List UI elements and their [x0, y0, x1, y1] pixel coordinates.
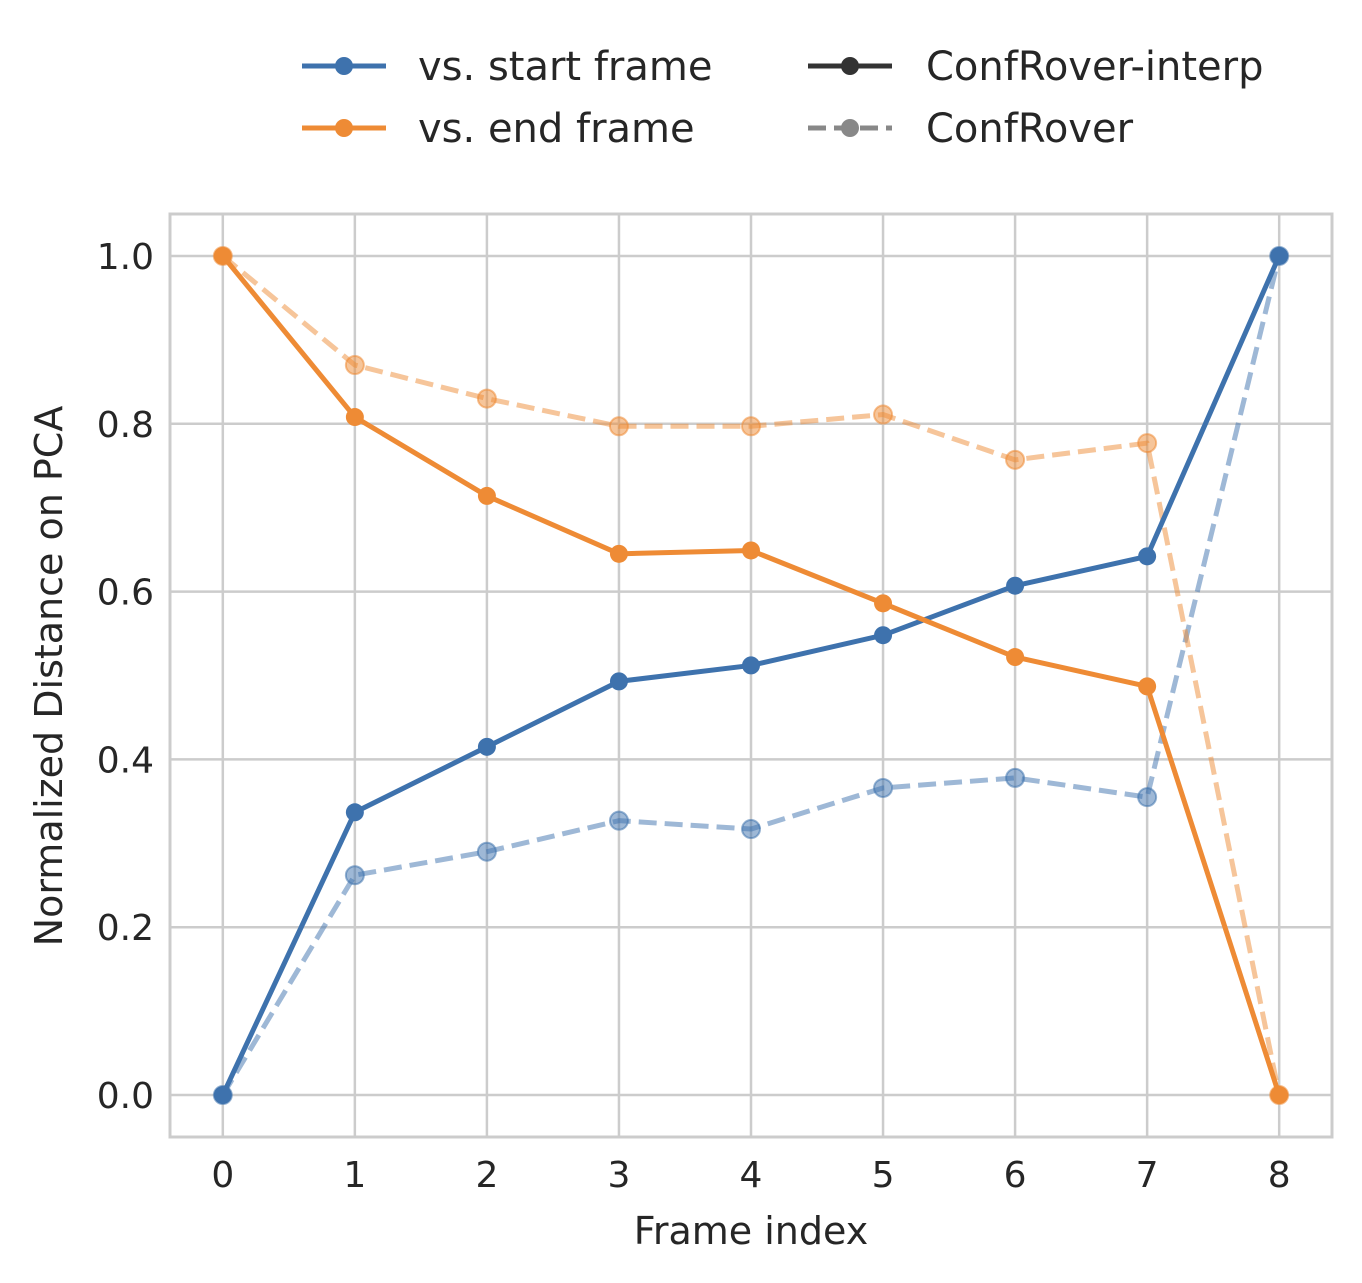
data-point: [477, 486, 496, 505]
data-point: [344, 355, 365, 376]
y-tick-label: 1.0: [97, 237, 154, 278]
legend-marker-confrover: [841, 119, 859, 137]
data-point: [344, 865, 365, 886]
y-tick-label: 0.4: [97, 740, 154, 781]
plot-area: [168, 212, 1334, 1139]
data-point: [742, 656, 760, 675]
data-point: [873, 404, 894, 425]
x-tick-label: 5: [872, 1155, 895, 1196]
data-point: [1005, 449, 1026, 470]
legend-label-confrover-interp: ConfRover-interp: [926, 44, 1264, 90]
x-tick-label: 3: [608, 1155, 631, 1196]
data-point: [477, 737, 496, 756]
y-tick-label: 0.6: [97, 573, 154, 614]
data-point: [1005, 767, 1026, 788]
y-tick-label: 0.8: [97, 405, 154, 446]
y-tick-label: 0.0: [97, 1076, 154, 1117]
data-point: [609, 544, 628, 563]
data-point: [608, 810, 629, 831]
data-point: [345, 408, 364, 427]
x-axis-ticks: 0 1 2 3 4 5 6 7 8: [211, 1155, 1290, 1196]
data-point: [873, 777, 894, 798]
series-group: [212, 245, 1290, 1106]
data-point: [874, 626, 893, 645]
x-tick-label: 0: [211, 1155, 234, 1196]
data-point: [1137, 433, 1158, 454]
data-point: [1006, 576, 1025, 595]
legend-label-vs-start-frame: vs. start frame: [418, 44, 712, 90]
legend-label-confrover: ConfRover: [926, 106, 1134, 152]
data-point: [1006, 648, 1025, 667]
data-point: [1137, 787, 1158, 808]
data-point: [213, 246, 232, 265]
data-point: [609, 672, 628, 691]
x-tick-label: 7: [1136, 1155, 1159, 1196]
x-tick-label: 1: [343, 1155, 366, 1196]
data-point: [741, 416, 761, 437]
data-point: [1270, 246, 1289, 265]
series-confrover-interp-vs-start-frame: [213, 246, 1289, 1105]
grid: [170, 214, 1332, 1137]
data-point: [874, 594, 893, 613]
legend-marker-vs-end-frame: [335, 119, 353, 137]
x-tick-label: 4: [740, 1155, 763, 1196]
data-point: [1138, 677, 1157, 696]
x-tick-label: 2: [475, 1155, 498, 1196]
legend-label-vs-end-frame: vs. end frame: [418, 106, 695, 152]
x-tick-label: 6: [1004, 1155, 1027, 1196]
y-tick-label: 0.2: [97, 908, 154, 949]
data-point: [345, 803, 364, 822]
x-axis-label: Frame index: [634, 1209, 868, 1253]
data-point: [476, 388, 497, 409]
y-axis-ticks: 0.0 0.2 0.4 0.6 0.8 1.0: [97, 237, 154, 1117]
legend-marker-vs-start-frame: [335, 57, 353, 75]
legend-marker-confrover-interp: [841, 57, 859, 75]
data-point: [476, 841, 497, 862]
data-point: [213, 1086, 232, 1105]
legend: vs. start frame vs. end frame ConfRover-…: [302, 44, 1264, 152]
data-point: [608, 416, 629, 437]
data-point: [1138, 547, 1157, 566]
data-point: [742, 541, 760, 560]
series-confrover-interp-vs-end-frame: [213, 246, 1289, 1105]
y-axis-label: Normalized Distance on PCA: [27, 406, 71, 947]
data-point: [741, 819, 761, 840]
data-point: [1270, 1086, 1289, 1105]
x-tick-label: 8: [1268, 1155, 1291, 1196]
